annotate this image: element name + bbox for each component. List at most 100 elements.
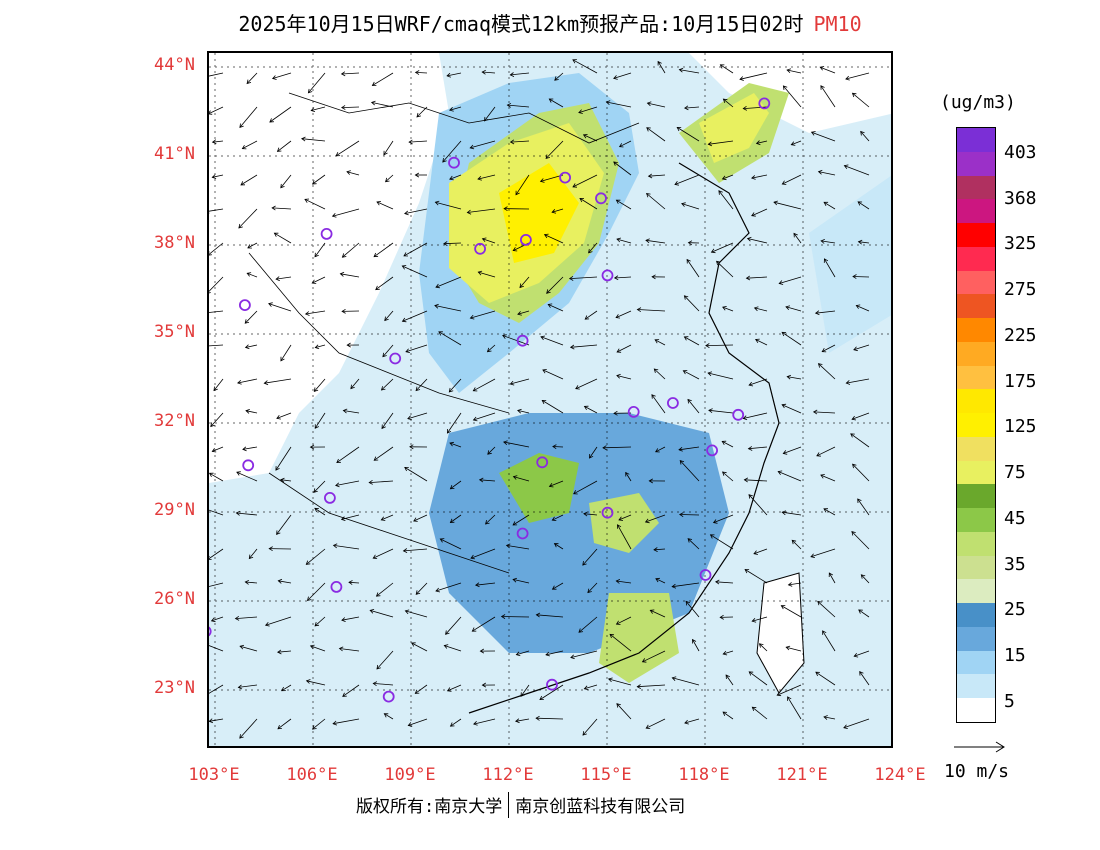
wind-vector — [312, 174, 326, 185]
wind-vector-head — [472, 387, 478, 392]
wind-vector-head — [636, 684, 641, 689]
wind-vector — [415, 684, 428, 694]
wind-vector — [587, 582, 598, 593]
wind-vector-head — [572, 183, 578, 188]
wind-vector — [542, 369, 564, 380]
wind-vector — [278, 580, 292, 584]
wind-vector — [637, 309, 666, 312]
wind-vector — [478, 271, 496, 278]
wind-vector — [515, 174, 530, 195]
wind-vector — [313, 480, 326, 493]
wind-vector — [645, 514, 666, 523]
wind-vector — [342, 242, 360, 258]
wind-vector-head — [747, 446, 753, 451]
wind-vector-head — [509, 380, 515, 386]
wind-vector — [238, 684, 258, 688]
wind-vector-head — [275, 466, 280, 471]
wind-vector — [501, 616, 530, 618]
wind-vector — [212, 446, 224, 452]
wind-vector — [678, 446, 700, 451]
wind-vector — [544, 234, 564, 244]
wind-vector-head — [306, 596, 312, 602]
wind-vector — [238, 208, 258, 229]
wind-vector — [705, 344, 734, 346]
wind-vector-head — [790, 141, 796, 146]
wind-vector-head — [242, 446, 247, 452]
wind-vector — [212, 140, 224, 143]
wind-vector — [472, 616, 496, 632]
wind-vector-head — [439, 538, 445, 543]
wind-vector — [314, 242, 326, 258]
wind-vector — [748, 378, 768, 386]
wind-vector — [613, 161, 632, 176]
wind-vector — [272, 72, 292, 79]
color-bar-segment — [957, 460, 995, 485]
wind-vector — [277, 140, 292, 152]
wind-vector — [475, 582, 496, 586]
wind-vector — [381, 412, 394, 429]
wind-vector — [371, 102, 394, 108]
wind-vector-head — [448, 387, 454, 393]
wind-vector — [308, 72, 326, 94]
wind-vector — [449, 378, 462, 393]
wind-vector — [473, 412, 496, 421]
wind-vector — [747, 238, 768, 244]
station-marker — [239, 299, 251, 312]
wind-vector-head — [409, 444, 414, 450]
station-marker — [536, 456, 549, 469]
wind-vector-head — [646, 101, 652, 107]
wind-vector-head — [380, 386, 386, 391]
wind-vector-head — [376, 664, 381, 670]
wind-vector-head — [602, 445, 607, 451]
wind-vector-head — [341, 253, 347, 258]
wind-vector — [311, 106, 326, 111]
wind-vector — [816, 446, 836, 457]
wind-vector — [791, 540, 802, 550]
wind-vector-head — [336, 458, 341, 464]
wind-vector-head — [843, 724, 848, 729]
wind-vector — [540, 174, 564, 182]
wind-vector — [485, 514, 496, 525]
wind-vector — [477, 174, 496, 180]
wind-vector-head — [443, 644, 449, 649]
wind-vector — [708, 140, 734, 145]
wind-vector-head — [743, 477, 749, 483]
wind-vector — [403, 548, 428, 552]
wind-vector-head — [710, 248, 716, 254]
wind-vector-head — [449, 175, 454, 181]
wind-vector-head — [742, 105, 747, 111]
wind-vector-head — [234, 615, 240, 621]
pollutant-label: PM10 — [813, 12, 862, 36]
wind-vector-head — [583, 511, 588, 517]
wind-vector — [269, 106, 292, 123]
station-marker — [330, 581, 343, 593]
legend-label: 175 — [1004, 371, 1037, 392]
wind-vector — [449, 174, 462, 180]
wind-vector-head — [500, 614, 506, 619]
wind-vector-head — [618, 143, 624, 148]
wind-vector-head — [382, 352, 387, 358]
wind-vector — [403, 242, 428, 257]
wind-vector — [314, 507, 326, 516]
wind-vector-head — [280, 356, 285, 362]
wind-vector — [711, 242, 734, 253]
wind-vector — [487, 344, 496, 352]
wind-vector-head — [304, 198, 310, 203]
wind-vector-head — [370, 100, 376, 106]
wind-vector — [209, 310, 224, 313]
wind-vector-head — [478, 477, 484, 483]
wind-vector-head — [857, 498, 862, 504]
wind-vector-head — [683, 336, 689, 341]
wind-vector-head — [613, 75, 618, 80]
wind-vector — [507, 104, 530, 108]
wind-vector — [340, 273, 360, 278]
wind-vector — [858, 609, 870, 618]
wind-vector-head — [787, 696, 792, 701]
wind-vector — [513, 476, 530, 482]
wind-vector-head — [411, 642, 416, 647]
wind-vector-head — [383, 713, 389, 718]
wind-vector — [440, 538, 462, 550]
wind-vector-head — [753, 306, 759, 312]
wind-vector — [810, 548, 836, 558]
wind-vector-head — [679, 512, 684, 518]
